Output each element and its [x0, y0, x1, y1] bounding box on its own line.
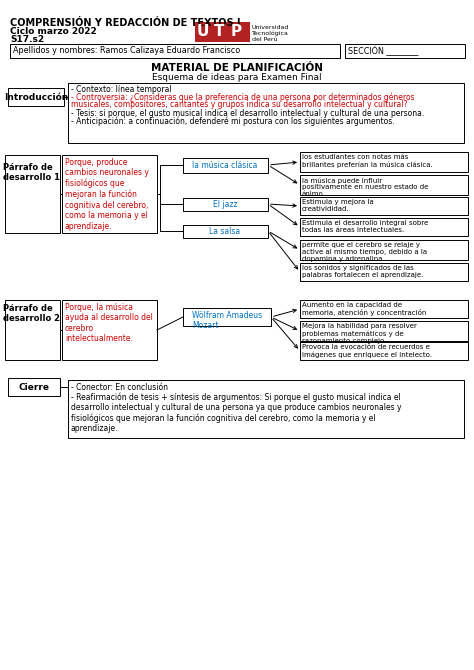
- FancyBboxPatch shape: [68, 83, 464, 143]
- FancyBboxPatch shape: [300, 342, 468, 360]
- Text: SECCIÓN ________: SECCIÓN ________: [348, 46, 419, 56]
- Text: - Contexto: línea temporal: - Contexto: línea temporal: [71, 85, 172, 94]
- Text: U: U: [197, 24, 210, 39]
- Text: S17.s2: S17.s2: [10, 35, 44, 44]
- Text: Provoca la evocación de recuerdos e
imágenes que enriquece el intelecto.: Provoca la evocación de recuerdos e imág…: [302, 344, 432, 358]
- Text: Esquema de ideas para Examen Final: Esquema de ideas para Examen Final: [152, 73, 322, 82]
- Text: permite que el cerebro se relaje y
active al mismo tiempo, debido a la
dopamina : permite que el cerebro se relaje y activ…: [302, 242, 427, 262]
- FancyBboxPatch shape: [183, 225, 268, 238]
- Text: Mejora la habilidad para resolver
problemas matemáticos y de
razonamiento comple: Mejora la habilidad para resolver proble…: [302, 323, 417, 344]
- Text: El jazz: El jazz: [213, 200, 237, 209]
- FancyBboxPatch shape: [345, 44, 465, 58]
- FancyBboxPatch shape: [300, 300, 468, 318]
- Text: - Anticipación: a continuación, defenderé mi postura con los siguientes argument: - Anticipación: a continuación, defender…: [71, 117, 395, 127]
- FancyBboxPatch shape: [8, 88, 64, 106]
- Text: T: T: [214, 24, 225, 39]
- FancyBboxPatch shape: [300, 218, 468, 236]
- Text: Porque, la música
ayuda al desarrollo del
cerebro
intelectualmente.: Porque, la música ayuda al desarrollo de…: [65, 303, 153, 343]
- FancyBboxPatch shape: [10, 44, 340, 58]
- Text: - Conector: En conclusión: - Conector: En conclusión: [71, 383, 168, 392]
- FancyBboxPatch shape: [183, 308, 271, 326]
- FancyBboxPatch shape: [183, 198, 268, 211]
- FancyBboxPatch shape: [5, 300, 60, 360]
- FancyBboxPatch shape: [300, 263, 468, 281]
- Text: - Tesis: si porque, el gusto musical indica el desarrollo intelectual y cultural: - Tesis: si porque, el gusto musical ind…: [71, 109, 424, 118]
- FancyBboxPatch shape: [195, 22, 250, 42]
- FancyBboxPatch shape: [62, 300, 157, 360]
- Text: Introducción: Introducción: [4, 92, 68, 101]
- Text: Apellidos y nombres: Ramos Calizaya Eduardo Francisco: Apellidos y nombres: Ramos Calizaya Edua…: [13, 46, 240, 55]
- Text: Párrafo de
desarrollo 2: Párrafo de desarrollo 2: [3, 304, 61, 324]
- FancyBboxPatch shape: [300, 197, 468, 215]
- Text: Porque, produce
cambios neuronales y
fisiológicos que
mejoran la función
cogniti: Porque, produce cambios neuronales y fis…: [65, 158, 149, 230]
- Text: Estimula y mejora la
creativididad.: Estimula y mejora la creativididad.: [302, 199, 374, 212]
- Text: los sonidos y significados de las
palabras fortalecen el aprendizaje.: los sonidos y significados de las palabr…: [302, 265, 423, 278]
- Text: Universidad
Tecnológica
del Perú: Universidad Tecnológica del Perú: [252, 25, 289, 42]
- FancyBboxPatch shape: [300, 321, 468, 341]
- Text: Wölfram Amadeus
Mozart: Wölfram Amadeus Mozart: [192, 311, 262, 330]
- Text: los estudiantes con notas más
brillantes preferían la música clásica.: los estudiantes con notas más brillantes…: [302, 154, 433, 168]
- Text: La salsa: La salsa: [210, 227, 241, 236]
- Text: musicales, compositores, cantantes y grupos indica su desarrollo intelectual y c: musicales, compositores, cantantes y gru…: [71, 100, 408, 109]
- Text: COMPRENSIÓN Y REDACCIÓN DE TEXTOS I: COMPRENSIÓN Y REDACCIÓN DE TEXTOS I: [10, 18, 240, 28]
- FancyBboxPatch shape: [62, 155, 157, 233]
- FancyBboxPatch shape: [8, 378, 60, 396]
- Text: Párrafo de
desarrollo 1: Párrafo de desarrollo 1: [3, 163, 61, 182]
- Text: Aumento en la capacidad de
memoria, atención y concentración: Aumento en la capacidad de memoria, aten…: [302, 302, 427, 316]
- Text: la música clásica: la música clásica: [192, 161, 258, 170]
- FancyBboxPatch shape: [300, 152, 468, 172]
- Text: - Reafirmación de tesis + síntesis de argumentos: Si porque el gusto musical ind: - Reafirmación de tesis + síntesis de ar…: [71, 392, 401, 433]
- Text: MATERIAL DE PLANIFICACIÓN: MATERIAL DE PLANIFICACIÓN: [151, 63, 323, 73]
- Text: Cierre: Cierre: [18, 383, 49, 391]
- Text: la música puede influir
positivamente en nuestro estado de
ánimo.: la música puede influir positivamente en…: [302, 177, 428, 198]
- FancyBboxPatch shape: [68, 380, 464, 438]
- FancyBboxPatch shape: [300, 175, 468, 195]
- Text: - Controversia: ¿Consideras que la preferencia de una persona por determinados g: - Controversia: ¿Consideras que la prefe…: [71, 93, 415, 103]
- Text: Ciclo marzo 2022: Ciclo marzo 2022: [10, 27, 97, 36]
- FancyBboxPatch shape: [183, 158, 268, 173]
- FancyBboxPatch shape: [300, 240, 468, 260]
- Text: P: P: [231, 24, 242, 39]
- FancyBboxPatch shape: [5, 155, 60, 233]
- Text: Estimula el desarrollo integral sobre
todas las áreas intelectuales.: Estimula el desarrollo integral sobre to…: [302, 220, 428, 233]
